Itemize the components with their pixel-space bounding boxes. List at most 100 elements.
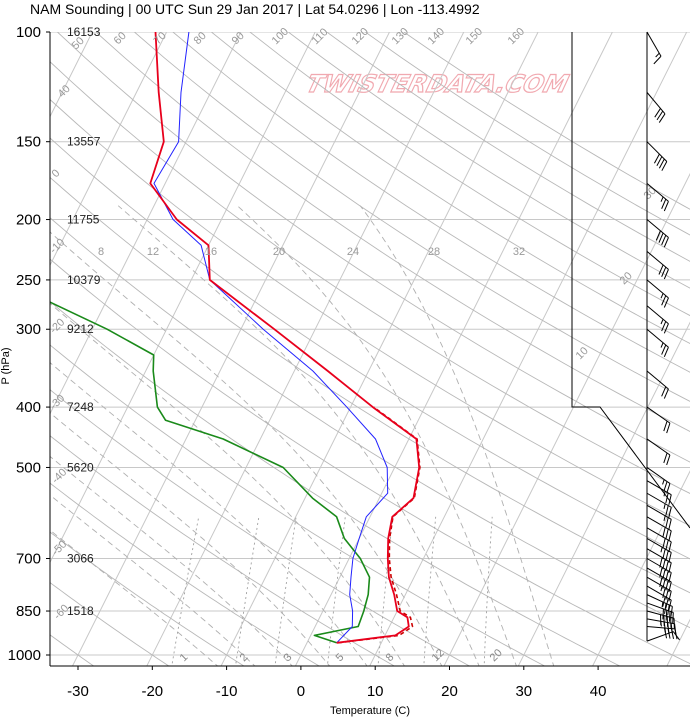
wind-barb-feather bbox=[668, 507, 672, 518]
wind-barb-feather bbox=[656, 156, 663, 166]
theta-e-label: 12 bbox=[147, 246, 159, 258]
y-tick-label: 700 bbox=[16, 550, 41, 567]
wind-barb-feather bbox=[668, 581, 672, 593]
wind-barb-feather bbox=[663, 237, 669, 248]
wind-barb-shaft bbox=[646, 504, 672, 520]
wind-barb-feather bbox=[662, 568, 666, 580]
dry-adiabat bbox=[50, 176, 690, 594]
theta-e-label: 8 bbox=[98, 246, 104, 258]
wind-barb-half-feather bbox=[655, 52, 660, 58]
wind-barb-shaft bbox=[646, 370, 669, 390]
isotherm-line bbox=[50, 32, 93, 118]
wind-barb-feather bbox=[662, 527, 666, 538]
wind-barb-shaft bbox=[646, 438, 671, 456]
x-tick-label: 20 bbox=[441, 683, 458, 700]
wind-barb-half-feather bbox=[660, 342, 664, 348]
dry-adiabat bbox=[95, 32, 690, 432]
isotherm-line bbox=[50, 32, 316, 564]
moist-adiabat bbox=[237, 205, 517, 666]
height-label: 16153 bbox=[67, 25, 101, 39]
height-label: 9212 bbox=[67, 322, 94, 336]
wind-barb bbox=[646, 558, 672, 583]
y-axis-label: P (hPa) bbox=[0, 347, 12, 384]
x-tick-label: 30 bbox=[515, 683, 532, 700]
dry-adiabat bbox=[50, 634, 95, 666]
wind-barb-half-feather bbox=[663, 503, 666, 509]
wind-barb-feather bbox=[658, 113, 666, 123]
wind-barb-feather bbox=[668, 519, 672, 530]
wind-barb-feather bbox=[674, 623, 677, 635]
y-tick-label: 300 bbox=[16, 321, 41, 338]
wind-barb-feather bbox=[672, 612, 674, 623]
wind-barb-shaft bbox=[646, 305, 669, 325]
wind-barb-feather bbox=[668, 599, 672, 611]
wind-barb-half-feather bbox=[663, 515, 666, 521]
wind-barb bbox=[646, 219, 669, 248]
y-tick-label: 400 bbox=[16, 399, 41, 416]
wind-barb-feather bbox=[667, 604, 670, 616]
moist-adiabat bbox=[50, 529, 219, 666]
wind-barb-shaft bbox=[646, 492, 672, 508]
wind-barb bbox=[646, 492, 672, 518]
x-tick-label: 0 bbox=[297, 683, 305, 700]
theta-e-label: 20 bbox=[273, 246, 285, 258]
wind-barb-feather bbox=[663, 420, 668, 432]
wind-barb bbox=[646, 594, 673, 617]
wind-barb-feather bbox=[661, 386, 667, 397]
wind-barb bbox=[646, 585, 672, 611]
x-tick-label: -30 bbox=[67, 683, 89, 700]
mixing-ratio-label: 20 bbox=[488, 647, 505, 664]
x-axis-label: Temperature (C) bbox=[330, 705, 410, 717]
wind-barb-feather bbox=[661, 295, 667, 306]
height-label: 5620 bbox=[67, 460, 94, 474]
wind-barb bbox=[646, 467, 671, 494]
wind-barb-feather bbox=[654, 108, 661, 118]
wind-barb-feather bbox=[666, 454, 671, 466]
wind-barb bbox=[646, 527, 672, 553]
height-label: 13557 bbox=[67, 135, 101, 149]
wind-barb-feather bbox=[661, 344, 667, 355]
wind-barb-shaft bbox=[646, 527, 672, 543]
isotherm-label: -30 bbox=[48, 392, 68, 412]
moist-adiabat bbox=[50, 494, 256, 666]
dry-adiabat bbox=[50, 61, 690, 494]
wind-barb-feather bbox=[666, 422, 671, 434]
temperature-trace bbox=[149, 32, 421, 644]
y-tick-label: 500 bbox=[16, 459, 41, 476]
chart-title: NAM Sounding | 00 UTC Sun 29 Jan 2017 | … bbox=[30, 1, 480, 17]
wind-barb bbox=[646, 92, 666, 123]
wind-barb-feather bbox=[661, 161, 668, 171]
wind-barb-feather bbox=[659, 576, 663, 588]
wind-barb-feather bbox=[662, 587, 666, 598]
wind-barb-feather bbox=[665, 560, 669, 572]
moist-adiabat bbox=[50, 455, 293, 666]
isotherm-line bbox=[592, 470, 690, 666]
dry-adiabat bbox=[50, 300, 621, 666]
y-tick-label: 200 bbox=[16, 212, 41, 229]
y-tick-label: 150 bbox=[16, 134, 41, 151]
mixing-ratio-label: 3 bbox=[282, 651, 295, 664]
right-boundary bbox=[571, 32, 690, 529]
mixing-ratio-line bbox=[235, 516, 260, 666]
wind-barb-feather bbox=[665, 539, 669, 551]
mixing-ratio-label: 1 bbox=[178, 651, 191, 664]
wind-barb bbox=[646, 141, 668, 171]
wind-barb bbox=[646, 279, 669, 308]
isotherm-line bbox=[666, 618, 690, 666]
wind-barbs bbox=[646, 31, 680, 642]
wind-barb-feather bbox=[658, 232, 664, 243]
wind-barb bbox=[646, 31, 662, 65]
wind-barb-feather bbox=[665, 598, 669, 609]
dry-adiabat bbox=[249, 32, 690, 317]
isotherm-line bbox=[517, 321, 690, 666]
wind-barb-feather bbox=[653, 153, 660, 164]
dry-adiabat bbox=[50, 389, 471, 666]
mixing-ratio-label: 12 bbox=[430, 647, 447, 664]
wind-barb-half-feather bbox=[661, 601, 664, 608]
isotherm-line bbox=[146, 32, 465, 666]
wind-barb-feather bbox=[663, 347, 669, 358]
mixing-ratio-line bbox=[326, 516, 346, 666]
wind-barb-feather bbox=[665, 505, 669, 516]
wind-barb-feather bbox=[662, 608, 664, 620]
dry-adiabat bbox=[50, 137, 690, 560]
